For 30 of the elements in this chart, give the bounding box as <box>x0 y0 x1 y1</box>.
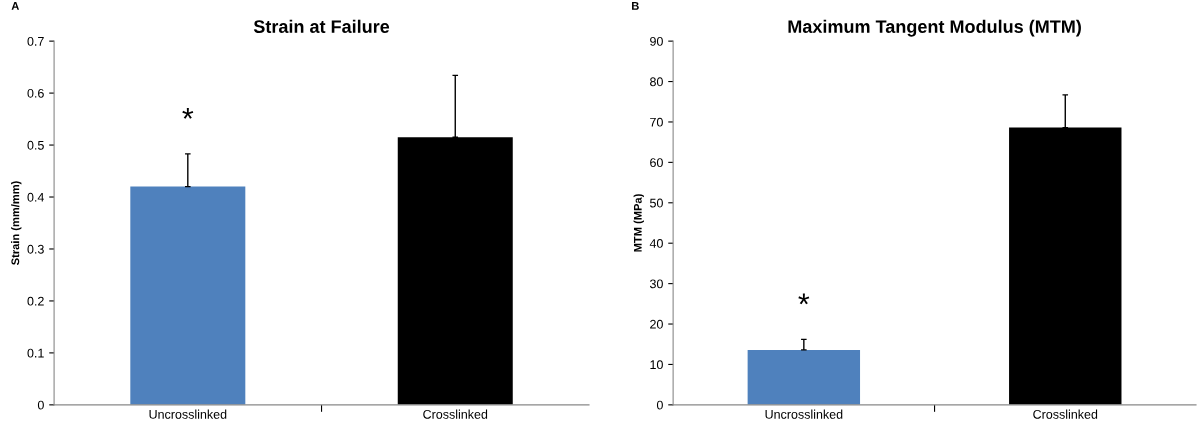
y-tick-label: 0.5 <box>27 140 44 150</box>
y-tick-label: 0.2 <box>27 296 44 306</box>
annotation: * <box>182 108 194 119</box>
y-tick-label: 60 <box>650 158 663 168</box>
y-tick-label: 20 <box>650 319 663 329</box>
annotation: * <box>798 293 810 305</box>
text: A <box>11 2 20 10</box>
x-tick-label: Crosslinked <box>1033 409 1098 419</box>
y-tick-label: 0.3 <box>27 244 44 254</box>
y-tick-label: 40 <box>649 239 663 248</box>
y-tick-label: 80 <box>650 77 663 87</box>
y-tick-label: 0 <box>656 400 663 410</box>
y-axis-title: MTM (MPa) <box>633 194 644 252</box>
chart-title: Maximum Tangent Modulus (MTM) <box>788 19 1081 37</box>
x-tick-label: Uncrosslinked <box>149 409 227 419</box>
y-axis-title: Strain (mm/mm) <box>11 181 22 265</box>
y-tick-label: 0.1 <box>27 348 44 358</box>
y-tick-label: 90 <box>650 36 663 46</box>
y-tick-label: 0.7 <box>27 36 44 46</box>
y-tick-label: 0.6 <box>27 88 44 98</box>
y-tick-label: 30 <box>649 279 663 289</box>
y-tick-label: 50 <box>650 198 663 208</box>
y-tick-label: 70 <box>650 117 663 127</box>
x-tick-label: Crosslinked <box>423 409 488 419</box>
chart-title: Strain at Failure <box>253 19 390 33</box>
y-tick-label: 10 <box>650 360 663 370</box>
y-tick-label: 0.4 <box>27 192 44 202</box>
y-tick-label: 0 <box>37 400 44 410</box>
text: B <box>632 2 639 10</box>
x-tick-label: Uncrosslinked <box>765 409 843 419</box>
